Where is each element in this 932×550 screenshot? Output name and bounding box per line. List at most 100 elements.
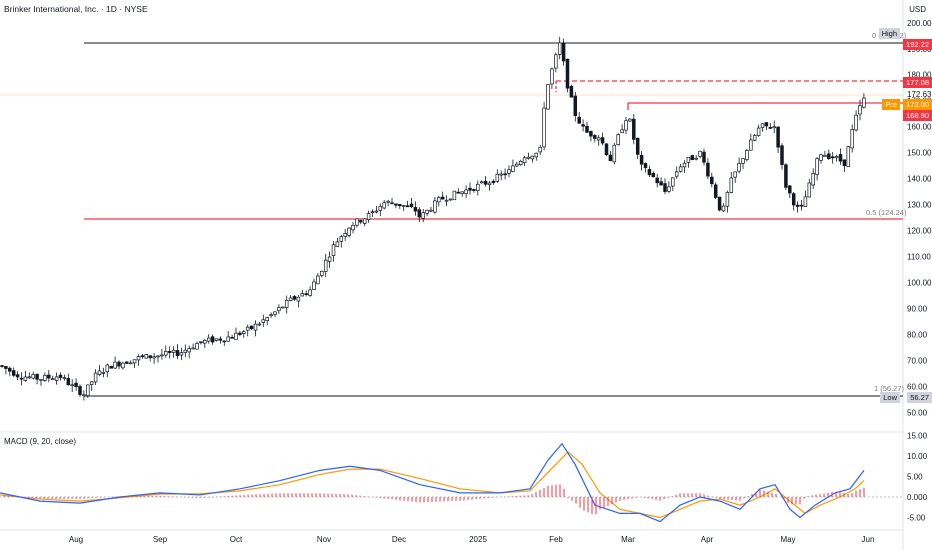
candle-body [113,361,117,369]
low-label-tag: Low [880,392,900,403]
time-tick: Aug [69,535,83,544]
candle-body [729,177,734,193]
candle-body [300,293,305,297]
candle-body [795,204,800,207]
candle-body [167,351,172,353]
candle-body [518,160,523,166]
candle-body [764,122,769,127]
candle-body [105,364,110,373]
time-tick: Dec [392,535,406,544]
candle-body [515,163,519,167]
candle-body [144,354,149,359]
candle-body [815,158,819,175]
candle-body [58,374,63,378]
macd-tick: 0.000 [907,493,928,502]
candle-body [433,200,437,213]
candle-body [772,126,776,129]
candle-body [460,191,464,194]
candle-body [577,116,581,124]
candle-body [565,58,570,89]
candle-body [717,196,722,211]
candle-body [678,166,683,172]
candles-group[interactable] [0,37,866,401]
candle-body [487,182,492,186]
candle-body [550,68,554,85]
candle-body [261,319,266,323]
candle-body [479,181,484,184]
candle-body [132,359,137,364]
price-tick: 130.00 [907,201,932,210]
candle-body [546,84,550,110]
candle-body [218,338,223,341]
candle-body [667,186,671,192]
price-tick: 160.00 [907,123,932,132]
macd-group[interactable] [0,442,903,523]
candle-body [359,220,363,223]
candle-body [538,147,542,153]
candle-body [596,137,601,141]
candle-body [351,225,355,231]
candle-body [639,154,644,165]
candle-body [643,163,648,168]
candle-body [214,338,219,341]
candle-body [698,150,702,157]
price-tick: 60.00 [907,382,928,391]
candle-body [429,209,433,212]
candle-body [152,356,156,359]
candle-body [74,382,78,387]
candle-body [273,311,277,315]
candle-body [327,256,332,262]
candle-body [128,362,133,365]
candle-body [93,372,98,383]
candle-body [47,374,51,379]
candle-body [585,125,589,133]
candle-body [222,340,227,343]
candle-body [788,185,792,194]
candle-body [148,355,152,359]
candle-body [11,370,16,376]
candle-body [4,366,8,369]
candle-body [312,281,316,290]
candle-body [655,177,659,184]
candle-body [199,341,203,344]
candle-body [557,42,562,55]
candle-body [846,146,851,168]
candle-body [15,374,20,378]
candle-body [117,361,121,367]
candle-body [296,296,301,302]
candle-body [62,377,67,379]
fib-label-mid: 0.5 (124.24) [866,208,907,217]
candle-body [140,355,145,358]
candle-body [749,139,753,151]
candle-body [760,123,765,128]
candle-body [620,129,624,134]
candle-body [355,218,359,226]
candle-body [674,171,679,177]
candle-body [476,183,480,191]
candle-body [589,131,593,137]
price-tick: 110.00 [907,252,931,261]
candle-body [66,378,71,386]
candle-body [394,203,398,206]
candle-body [561,42,566,62]
candle-body [823,155,827,158]
candle-body [288,297,293,302]
level-177-tag: 177.08 [903,77,932,88]
candle-body [304,293,308,295]
candle-body [31,374,35,379]
macd-tick: -5.00 [907,514,926,523]
candle-body [253,323,258,331]
candle-body [456,191,461,194]
candle-body [838,154,843,162]
candle-body [210,336,215,343]
candle-body [171,349,176,353]
macd-axis[interactable]: 15.00 10.00 5.00 0.000 -5.00 [907,432,928,523]
candle-body [269,314,273,317]
candle-body [335,241,340,247]
time-axis[interactable]: Aug Sep Oct Nov Dec 2025 Feb Mar Apr May Jun [69,535,875,544]
candle-body [581,124,585,127]
candle-body [347,227,351,236]
candle-body [616,134,620,145]
candle-body [19,377,24,380]
